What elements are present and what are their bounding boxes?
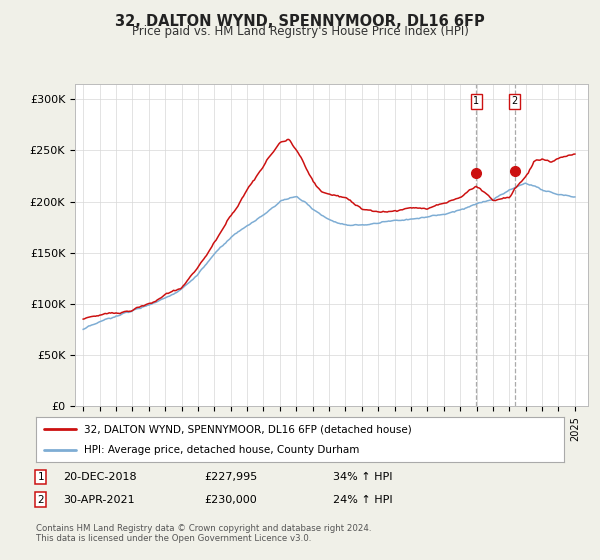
Text: £227,995: £227,995 — [204, 472, 257, 482]
Text: Price paid vs. HM Land Registry's House Price Index (HPI): Price paid vs. HM Land Registry's House … — [131, 25, 469, 38]
Text: 24% ↑ HPI: 24% ↑ HPI — [333, 494, 392, 505]
Text: 32, DALTON WYND, SPENNYMOOR, DL16 6FP: 32, DALTON WYND, SPENNYMOOR, DL16 6FP — [115, 14, 485, 29]
Text: 1: 1 — [473, 96, 479, 106]
Text: 2: 2 — [512, 96, 518, 106]
Text: HPI: Average price, detached house, County Durham: HPI: Average price, detached house, Coun… — [83, 445, 359, 455]
Text: £230,000: £230,000 — [204, 494, 257, 505]
Text: Contains HM Land Registry data © Crown copyright and database right 2024.
This d: Contains HM Land Registry data © Crown c… — [36, 524, 371, 543]
Text: 34% ↑ HPI: 34% ↑ HPI — [333, 472, 392, 482]
Text: 2: 2 — [37, 494, 44, 505]
Text: 30-APR-2021: 30-APR-2021 — [63, 494, 134, 505]
Text: 1: 1 — [37, 472, 44, 482]
Text: 32, DALTON WYND, SPENNYMOOR, DL16 6FP (detached house): 32, DALTON WYND, SPENNYMOOR, DL16 6FP (d… — [83, 424, 411, 435]
Text: 20-DEC-2018: 20-DEC-2018 — [63, 472, 137, 482]
